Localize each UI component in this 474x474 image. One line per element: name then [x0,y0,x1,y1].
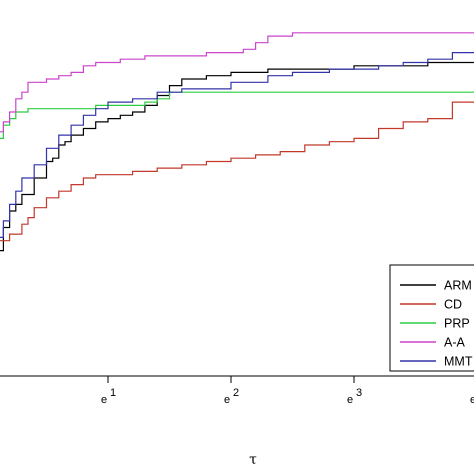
series-line-a-a [0,32,474,133]
series-line-cd [0,101,474,242]
x-tick-exponent: 1 [110,387,116,399]
x-tick-label: e [470,394,474,406]
legend-label: CD [444,298,462,312]
legend-box [389,264,474,372]
legend-label: A-A [444,336,466,350]
x-tick-exponent: 2 [233,387,239,399]
series-line-arm [0,61,474,252]
legend-label: PRP [444,317,470,331]
series-line-mmt [0,52,474,238]
x-tick-exponent: 3 [356,387,362,399]
series-line-prp [0,91,474,139]
x-tick-label: e [347,394,353,406]
x-axis-label: τ [249,452,257,468]
legend: ARM CD PRP A-A MMT [389,264,474,372]
x-tick-label: e [224,394,230,406]
series-lines-group [0,32,474,252]
legend-label: MMT [444,355,473,369]
legend-label: ARM [444,279,472,293]
x-tick-label: e [101,394,107,406]
